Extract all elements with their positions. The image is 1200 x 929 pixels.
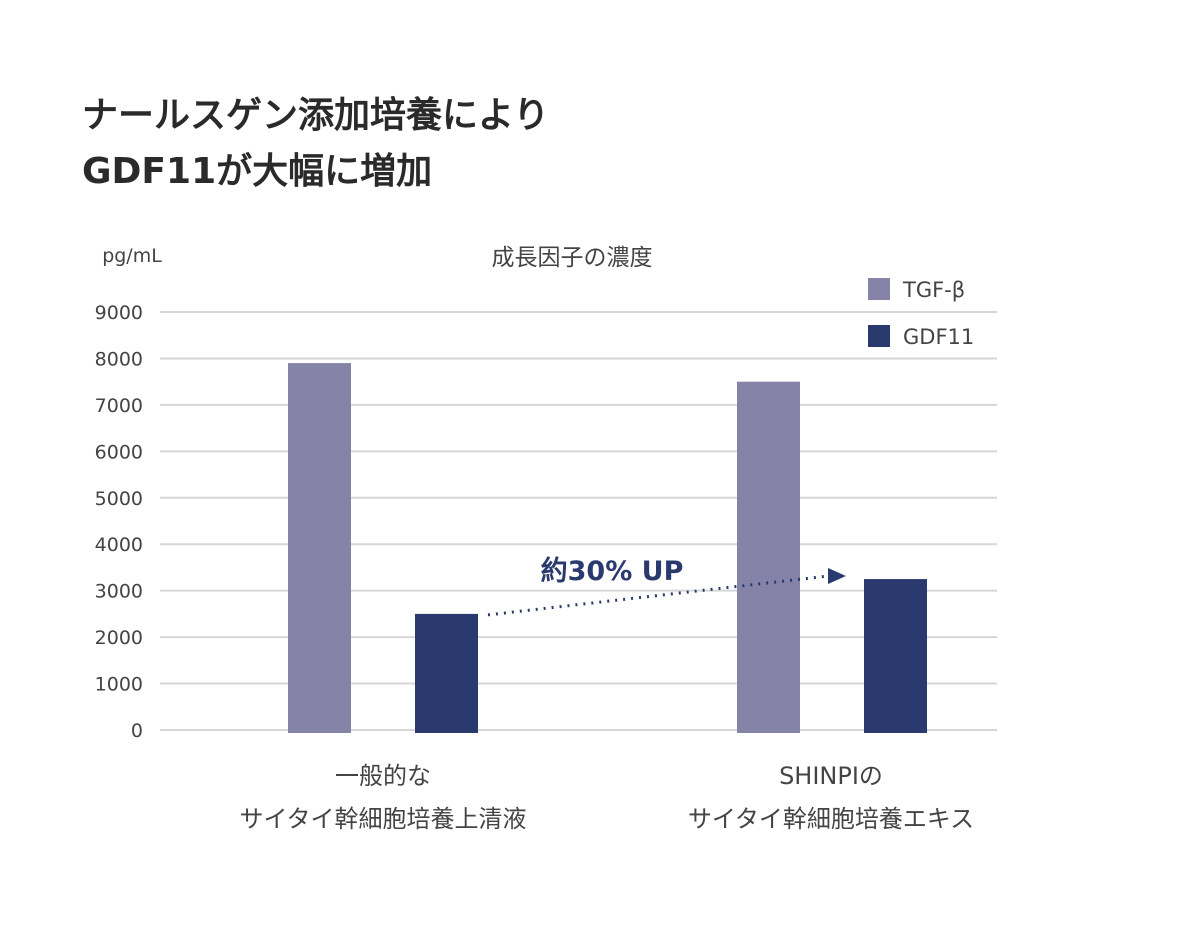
y-tick-label: 3000 [95, 581, 143, 603]
arrow-head-icon [828, 568, 846, 585]
increase-arrow-line [487, 574, 829, 617]
bar-gdf11-0 [415, 613, 478, 733]
legend-label: GDF11 [903, 325, 974, 349]
x-category-label: サイタイ幹細胞培養上清液 [239, 805, 526, 833]
y-tick-label: 2000 [95, 627, 143, 649]
legend-swatch [868, 325, 890, 347]
bar-gdf11-1 [864, 579, 927, 733]
headline-line-1: ナールスゲン添加培養により [82, 95, 550, 136]
bar-tgf--0 [288, 363, 351, 733]
y-tick-label: 4000 [95, 534, 143, 556]
y-tick-label: 1000 [95, 674, 143, 696]
y-tick-label: 7000 [95, 395, 143, 417]
legend-swatch [868, 278, 890, 300]
y-tick-label: 8000 [95, 348, 143, 370]
bar-tgf--1 [737, 381, 800, 733]
legend-label: TGF-β [902, 278, 965, 302]
y-axis-label: pg/mL [102, 245, 162, 267]
x-category-label: SHINPIの [779, 762, 883, 790]
annotation-label: 約30% UP [541, 555, 684, 587]
y-tick-label: 9000 [95, 302, 143, 324]
headline-line-2: GDF11が大幅に増加 [82, 151, 433, 192]
chart-title: 成長因子の濃度 [492, 245, 653, 271]
x-category-label: サイタイ幹細胞培養エキス [688, 805, 974, 833]
y-tick-label: 5000 [95, 488, 143, 510]
y-tick-label: 0 [131, 720, 143, 742]
y-tick-label: 6000 [95, 441, 143, 463]
x-category-label: 一般的な [335, 762, 431, 790]
chart-headline: ナールスゲン添加培養により GDF11が大幅に増加 [82, 88, 549, 200]
